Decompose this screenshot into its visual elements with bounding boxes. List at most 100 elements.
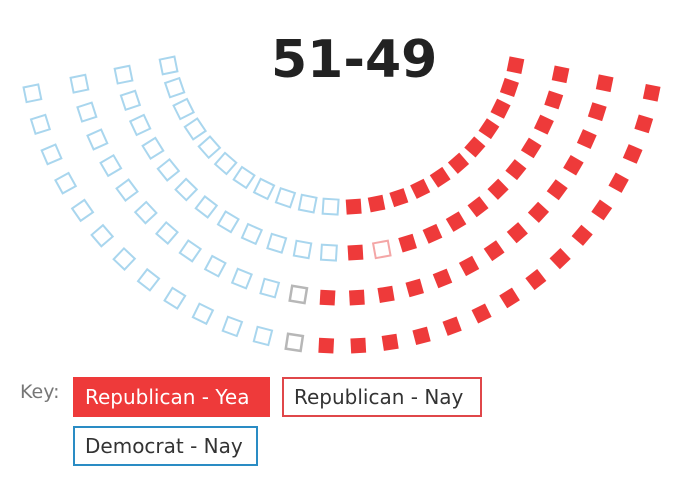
seat-democrat-nay xyxy=(158,55,179,76)
seat-republican-yea xyxy=(345,198,362,215)
seat-republican-nay xyxy=(371,239,392,260)
seat-republican-yea xyxy=(546,179,568,201)
seat-democrat-nay xyxy=(266,232,288,254)
seat-democrat-nay xyxy=(178,239,203,263)
seat-democrat-nay xyxy=(133,200,158,225)
seat-republican-yea xyxy=(487,178,509,200)
seat-republican-yea xyxy=(478,118,500,140)
seat-republican-yea xyxy=(398,233,417,253)
seat-democrat-nay xyxy=(174,177,199,202)
seat-other xyxy=(284,332,305,353)
seat-democrat-nay xyxy=(183,117,208,141)
seat-democrat-nay xyxy=(29,113,52,135)
seat-democrat-nay xyxy=(213,151,238,176)
seat-democrat-nay xyxy=(69,73,90,94)
seat-republican-yea xyxy=(350,337,367,354)
seat-republican-yea xyxy=(499,77,519,97)
seat-democrat-nay xyxy=(194,195,219,219)
seat-republican-yea xyxy=(544,90,564,110)
seat-republican-yea xyxy=(432,268,453,289)
seat-democrat-nay xyxy=(163,286,187,310)
seat-democrat-nay xyxy=(321,197,340,216)
seat-republican-yea xyxy=(505,159,527,181)
seat-other xyxy=(288,284,309,305)
seat-republican-yea xyxy=(445,211,467,232)
seat-republican-yea xyxy=(525,269,547,291)
seat-democrat-nay xyxy=(119,89,142,112)
key-democrat-nay: Democrat - Nay xyxy=(73,426,258,466)
seat-democrat-nay xyxy=(136,267,161,292)
seat-democrat-nay xyxy=(22,83,43,104)
seat-republican-yea xyxy=(348,289,365,306)
seat-democrat-nay xyxy=(112,246,137,271)
seat-republican-yea xyxy=(422,223,443,244)
seat-republican-yea xyxy=(499,287,520,309)
seat-democrat-nay xyxy=(274,186,297,209)
seat-republican-yea xyxy=(442,316,462,336)
seat-republican-yea xyxy=(595,74,614,93)
seat-democrat-nay xyxy=(141,136,165,160)
seat-democrat-nay xyxy=(232,165,256,190)
seat-republican-yea xyxy=(571,224,593,246)
seat-republican-yea xyxy=(591,199,613,221)
seat-chart xyxy=(22,55,661,354)
seat-democrat-nay xyxy=(240,222,264,246)
seat-republican-yea xyxy=(471,303,492,324)
seat-democrat-nay xyxy=(197,135,222,160)
seat-democrat-nay xyxy=(90,223,115,248)
seat-democrat-nay xyxy=(163,76,186,99)
seat-republican-yea xyxy=(429,166,451,188)
seat-democrat-nay xyxy=(154,220,179,245)
seat-republican-yea xyxy=(527,201,550,223)
seat-democrat-nay xyxy=(297,193,318,214)
seat-democrat-nay xyxy=(252,177,276,201)
seat-democrat-nay xyxy=(54,171,78,195)
seat-republican-yea xyxy=(576,129,597,149)
seat-republican-yea xyxy=(506,56,525,75)
vote-tally: 51-49 xyxy=(271,30,438,90)
seat-republican-yea xyxy=(447,152,470,174)
seat-republican-yea xyxy=(381,333,399,351)
seat-democrat-nay xyxy=(292,239,313,260)
seat-democrat-nay xyxy=(128,113,152,137)
seat-republican-yea xyxy=(549,248,571,270)
key-republican-yea: Republican - Yea xyxy=(73,377,270,417)
seat-republican-yea xyxy=(608,172,629,193)
seat-republican-yea xyxy=(634,114,654,134)
seat-democrat-nay xyxy=(319,243,338,262)
seat-republican-yea xyxy=(587,102,607,122)
seat-republican-yea xyxy=(410,178,431,199)
seat-democrat-nay xyxy=(76,101,98,123)
seat-republican-yea xyxy=(551,65,570,84)
seat-democrat-nay xyxy=(252,325,274,347)
seat-democrat-nay xyxy=(259,277,281,299)
seat-republican-yea xyxy=(563,154,584,176)
seat-republican-yea xyxy=(405,278,424,298)
seat-democrat-nay xyxy=(99,153,123,178)
seat-republican-yea xyxy=(506,222,528,244)
seat-republican-yea xyxy=(412,326,431,345)
seat-democrat-nay xyxy=(191,302,215,326)
seat-republican-yea xyxy=(347,244,364,261)
seat-republican-yea xyxy=(467,196,489,218)
seat-republican-yea xyxy=(318,337,335,354)
seat-republican-yea xyxy=(642,83,661,102)
seat-republican-yea xyxy=(367,194,386,213)
seat-democrat-nay xyxy=(115,178,139,202)
seat-republican-yea xyxy=(458,255,480,277)
seat-republican-yea xyxy=(483,240,505,262)
seat-republican-yea xyxy=(389,188,409,208)
seat-republican-yea xyxy=(533,114,554,135)
key-label: Key: xyxy=(20,381,60,403)
seat-republican-yea xyxy=(319,289,336,306)
seat-democrat-nay xyxy=(70,198,95,223)
seat-democrat-nay xyxy=(221,315,244,338)
seat-republican-yea xyxy=(520,137,542,159)
seat-republican-yea xyxy=(464,136,486,158)
seat-republican-yea xyxy=(490,98,511,119)
seat-democrat-nay xyxy=(40,143,63,166)
seat-democrat-nay xyxy=(86,128,109,151)
seat-democrat-nay xyxy=(230,267,253,290)
seat-republican-yea xyxy=(622,144,643,164)
seat-democrat-nay xyxy=(216,210,240,234)
